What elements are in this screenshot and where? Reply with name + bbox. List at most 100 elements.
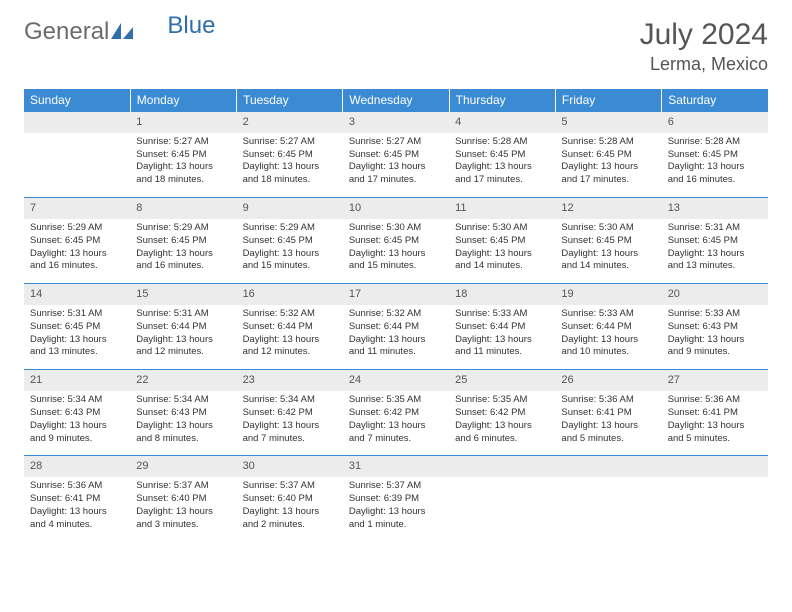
day-number: 20 (662, 284, 768, 305)
day-number: 16 (237, 284, 343, 305)
day-cell: Sunrise: 5:30 AMSunset: 6:45 PMDaylight:… (449, 219, 555, 284)
day-info-line: Sunrise: 5:36 AM (561, 394, 655, 407)
day-number: 28 (24, 456, 130, 477)
day-info-line: Daylight: 13 hours and 11 minutes. (349, 334, 443, 360)
location: Lerma, Mexico (640, 54, 768, 75)
day-cell: Sunrise: 5:36 AMSunset: 6:41 PMDaylight:… (555, 391, 661, 456)
day-cell: Sunrise: 5:31 AMSunset: 6:44 PMDaylight:… (130, 305, 236, 370)
day-info-line: Daylight: 13 hours and 17 minutes. (561, 161, 655, 187)
day-info-line: Daylight: 13 hours and 9 minutes. (30, 420, 124, 446)
day-cell: Sunrise: 5:31 AMSunset: 6:45 PMDaylight:… (662, 219, 768, 284)
title-block: July 2024 Lerma, Mexico (640, 18, 768, 75)
day-cell (662, 477, 768, 541)
day-info-line: Sunrise: 5:35 AM (455, 394, 549, 407)
day-info-line: Sunset: 6:45 PM (136, 149, 230, 162)
weekday-header: Friday (555, 89, 661, 112)
day-info-line: Daylight: 13 hours and 10 minutes. (561, 334, 655, 360)
day-info-line: Daylight: 13 hours and 15 minutes. (349, 248, 443, 274)
weekday-header-row: Sunday Monday Tuesday Wednesday Thursday… (24, 89, 768, 112)
day-cell: Sunrise: 5:32 AMSunset: 6:44 PMDaylight:… (343, 305, 449, 370)
day-info-line: Sunset: 6:45 PM (455, 149, 549, 162)
day-info-line: Sunrise: 5:37 AM (349, 480, 443, 493)
logo: General Blue (24, 18, 215, 46)
day-info-line: Sunrise: 5:33 AM (561, 308, 655, 321)
day-info-line: Sunrise: 5:27 AM (243, 136, 337, 149)
day-number: 6 (662, 112, 768, 133)
day-content-row: Sunrise: 5:27 AMSunset: 6:45 PMDaylight:… (24, 133, 768, 198)
day-info-line: Daylight: 13 hours and 14 minutes. (561, 248, 655, 274)
day-info-line: Sunset: 6:44 PM (455, 321, 549, 334)
day-info-line: Sunset: 6:41 PM (668, 407, 762, 420)
day-content-row: Sunrise: 5:31 AMSunset: 6:45 PMDaylight:… (24, 305, 768, 370)
day-info-line: Sunset: 6:44 PM (561, 321, 655, 334)
day-info-line: Sunrise: 5:37 AM (136, 480, 230, 493)
day-info-line: Sunrise: 5:31 AM (30, 308, 124, 321)
day-info-line: Sunset: 6:43 PM (136, 407, 230, 420)
day-info-line: Sunrise: 5:31 AM (136, 308, 230, 321)
day-info-line: Daylight: 13 hours and 16 minutes. (668, 161, 762, 187)
day-number (662, 456, 768, 477)
day-cell: Sunrise: 5:37 AMSunset: 6:39 PMDaylight:… (343, 477, 449, 541)
day-number: 8 (130, 198, 236, 219)
day-number-row: 28293031 (24, 456, 768, 477)
day-info-line: Daylight: 13 hours and 9 minutes. (668, 334, 762, 360)
weekday-header: Wednesday (343, 89, 449, 112)
month-title: July 2024 (640, 18, 768, 52)
day-info-line: Sunrise: 5:28 AM (561, 136, 655, 149)
day-number: 12 (555, 198, 661, 219)
day-cell: Sunrise: 5:37 AMSunset: 6:40 PMDaylight:… (130, 477, 236, 541)
day-info-line: Sunrise: 5:32 AM (349, 308, 443, 321)
calendar-table: Sunday Monday Tuesday Wednesday Thursday… (24, 89, 768, 541)
day-cell (449, 477, 555, 541)
day-number-row: 21222324252627 (24, 370, 768, 391)
day-cell: Sunrise: 5:33 AMSunset: 6:43 PMDaylight:… (662, 305, 768, 370)
day-number: 11 (449, 198, 555, 219)
day-number-row: 14151617181920 (24, 284, 768, 305)
weekday-header: Sunday (24, 89, 130, 112)
day-info-line: Sunset: 6:43 PM (668, 321, 762, 334)
day-cell: Sunrise: 5:29 AMSunset: 6:45 PMDaylight:… (24, 219, 130, 284)
day-info-line: Daylight: 13 hours and 18 minutes. (136, 161, 230, 187)
day-info-line: Sunset: 6:45 PM (30, 235, 124, 248)
day-number: 24 (343, 370, 449, 391)
day-number: 17 (343, 284, 449, 305)
day-info-line: Daylight: 13 hours and 13 minutes. (30, 334, 124, 360)
day-info-line: Sunrise: 5:28 AM (455, 136, 549, 149)
day-info-line: Sunrise: 5:29 AM (243, 222, 337, 235)
weekday-header: Tuesday (237, 89, 343, 112)
day-info-line: Sunset: 6:45 PM (136, 235, 230, 248)
day-info-line: Sunset: 6:45 PM (349, 149, 443, 162)
day-number: 2 (237, 112, 343, 133)
day-info-line: Daylight: 13 hours and 8 minutes. (136, 420, 230, 446)
day-info-line: Daylight: 13 hours and 3 minutes. (136, 506, 230, 532)
day-cell: Sunrise: 5:28 AMSunset: 6:45 PMDaylight:… (555, 133, 661, 198)
day-info-line: Daylight: 13 hours and 11 minutes. (455, 334, 549, 360)
day-info-line: Sunrise: 5:37 AM (243, 480, 337, 493)
day-number (24, 112, 130, 133)
day-number: 30 (237, 456, 343, 477)
day-info-line: Daylight: 13 hours and 1 minute. (349, 506, 443, 532)
day-info-line: Daylight: 13 hours and 14 minutes. (455, 248, 549, 274)
day-info-line: Sunset: 6:40 PM (136, 493, 230, 506)
day-cell (555, 477, 661, 541)
day-cell: Sunrise: 5:36 AMSunset: 6:41 PMDaylight:… (24, 477, 130, 541)
day-number: 25 (449, 370, 555, 391)
day-cell: Sunrise: 5:34 AMSunset: 6:42 PMDaylight:… (237, 391, 343, 456)
day-info-line: Sunrise: 5:33 AM (455, 308, 549, 321)
day-info-line: Sunset: 6:45 PM (243, 235, 337, 248)
day-info-line: Sunrise: 5:30 AM (455, 222, 549, 235)
day-info-line: Sunrise: 5:36 AM (668, 394, 762, 407)
day-number: 29 (130, 456, 236, 477)
day-info-line: Daylight: 13 hours and 15 minutes. (243, 248, 337, 274)
day-info-line: Sunset: 6:44 PM (136, 321, 230, 334)
day-number: 9 (237, 198, 343, 219)
day-info-line: Daylight: 13 hours and 18 minutes. (243, 161, 337, 187)
header: General Blue July 2024 Lerma, Mexico (24, 18, 768, 75)
day-number: 10 (343, 198, 449, 219)
day-cell: Sunrise: 5:28 AMSunset: 6:45 PMDaylight:… (449, 133, 555, 198)
day-info-line: Sunrise: 5:34 AM (136, 394, 230, 407)
day-info-line: Sunrise: 5:32 AM (243, 308, 337, 321)
day-number: 19 (555, 284, 661, 305)
day-info-line: Daylight: 13 hours and 5 minutes. (668, 420, 762, 446)
day-cell: Sunrise: 5:32 AMSunset: 6:44 PMDaylight:… (237, 305, 343, 370)
